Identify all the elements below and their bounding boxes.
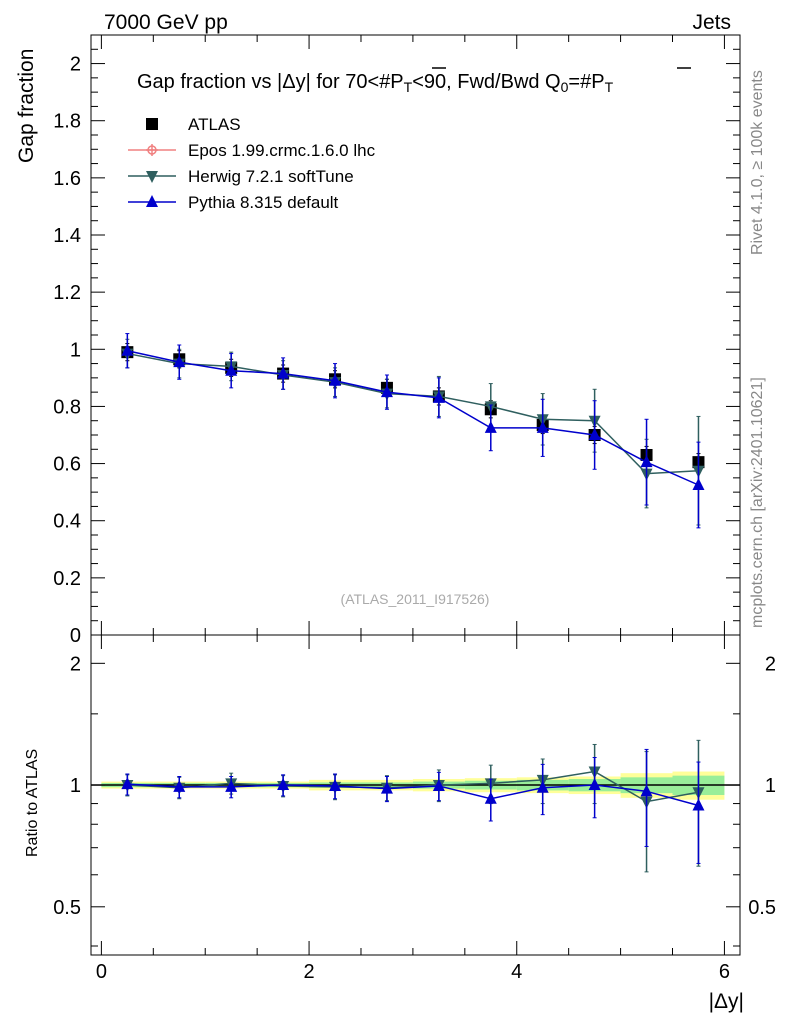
ratio-plot-frame	[90, 634, 741, 956]
legend-label: Pythia 8.315 default	[188, 193, 339, 212]
ratio-point	[277, 778, 290, 791]
x-tick-label: 0	[96, 961, 107, 983]
y-tick-label: 0.4	[53, 511, 81, 533]
data-point	[225, 363, 238, 376]
legend-marker	[146, 144, 158, 156]
y-tick-label: 0.2	[53, 568, 81, 590]
data-point	[173, 355, 186, 368]
series-line	[127, 349, 699, 486]
x-tick-label: 2	[304, 961, 315, 983]
ratio-y-axis-label: Ratio to ATLAS	[24, 749, 41, 857]
y-tick-label: 2	[70, 54, 81, 76]
data-point	[121, 343, 134, 356]
legend-label: ATLAS	[188, 115, 241, 134]
legend-marker	[146, 118, 158, 130]
series-3	[121, 333, 705, 529]
chart-title: Gap fraction vs |Δy| for 70<#PT<90, Fwd/…	[137, 67, 691, 95]
header-right: Jets	[692, 11, 731, 34]
ratio-tick-label-left: 2	[70, 653, 81, 675]
y-tick-label: 1.6	[53, 168, 81, 190]
legend-marker	[146, 171, 158, 183]
data-point	[640, 455, 653, 468]
mcplots-label: mcplots.cern.ch [arXiv:2401.10621]	[749, 377, 766, 628]
data-point	[588, 428, 601, 440]
data-point	[432, 390, 445, 403]
legend-label: Herwig 7.2.1 softTune	[188, 167, 354, 186]
y-tick-label: 1	[70, 339, 81, 361]
data-point	[329, 373, 342, 386]
ratio-point	[588, 778, 601, 791]
ratio-series-0	[121, 739, 705, 873]
legend-label: Epos 1.99.crmc.1.6.0 lhc	[188, 141, 376, 160]
y-tick-label: 1.8	[53, 111, 81, 133]
data-point	[277, 366, 290, 379]
analysis-watermark: (ATLAS_2011_I917526)	[341, 591, 490, 607]
rivet-label: Rivet 4.1.0, ≥ 100k events	[749, 70, 766, 255]
ratio-point	[536, 780, 549, 793]
y-tick-label: 1.4	[53, 225, 81, 247]
y-axis-label: Gap fraction	[15, 49, 38, 163]
data-point	[484, 420, 497, 433]
x-tick-label: 4	[511, 961, 522, 983]
ratio-point	[225, 779, 238, 792]
ratio-tick-label-left: 0.5	[53, 897, 81, 919]
ratio-tick-label-right: 2	[765, 653, 776, 675]
ratio-point	[121, 777, 134, 790]
x-axis-label: |Δy|	[709, 990, 744, 1013]
data-point	[380, 385, 393, 398]
series-line	[127, 352, 699, 475]
ratio-line	[127, 783, 699, 807]
ratio-series-1	[121, 748, 705, 864]
ratio-point	[329, 778, 342, 791]
ratio-tick-label-right: 0.5	[748, 897, 776, 919]
y-tick-label: 1.2	[53, 282, 81, 304]
y-tick-label: 0.6	[53, 454, 81, 476]
legend-marker	[146, 195, 158, 207]
series-0	[121, 343, 705, 472]
data-point	[692, 478, 705, 490]
x-tick-label: 6	[719, 961, 730, 983]
legend: ATLAS Epos 1.99.crmc.1.6.0 lhc Herwig 7.2.…	[128, 115, 376, 212]
ratio-point	[692, 798, 705, 811]
ratio-point	[640, 784, 653, 797]
ratio-line	[127, 770, 699, 803]
y-tick-label: 0	[70, 625, 81, 647]
ratio-point	[432, 778, 445, 791]
ratio-tick-label-right: 1	[765, 775, 776, 797]
ratio-tick-label-left: 1	[70, 775, 81, 797]
header-left: 7000 GeV pp	[104, 11, 228, 34]
ratio-point	[380, 781, 393, 794]
svg-text:Gap fraction vs |Δy| for 70<#P: Gap fraction vs |Δy| for 70<#PT<90, Fwd/…	[137, 71, 614, 95]
ratio-point	[173, 779, 186, 792]
y-tick-label: 0.8	[53, 396, 81, 418]
ratio-point	[484, 791, 497, 804]
data-point	[536, 420, 549, 433]
